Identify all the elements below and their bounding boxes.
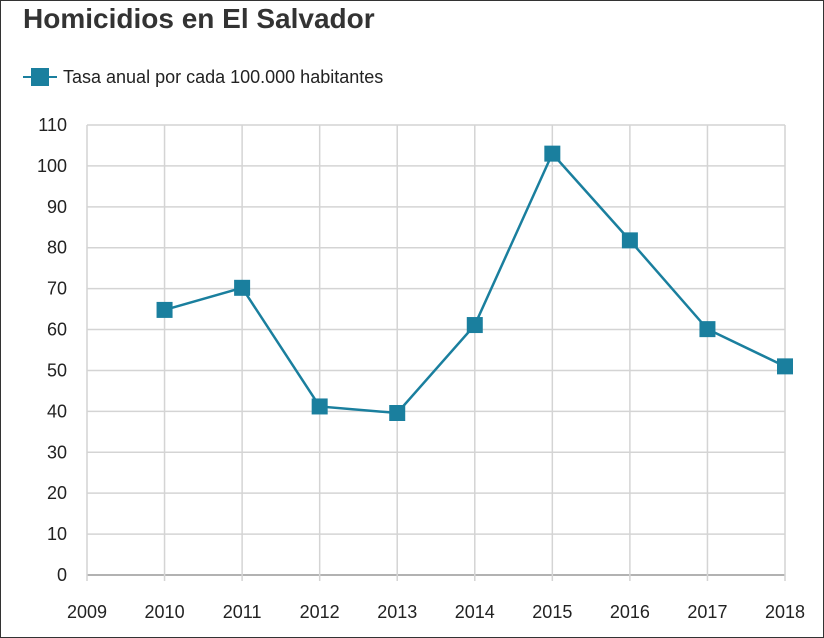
y-tick-label: 50 xyxy=(47,360,67,380)
data-point-marker[interactable] xyxy=(389,405,406,421)
data-point-marker[interactable] xyxy=(699,321,716,338)
y-tick-label: 0 xyxy=(57,565,67,585)
y-tick-label: 110 xyxy=(38,115,67,135)
legend: Tasa anual por cada 100.000 habitantes xyxy=(23,63,383,91)
x-axis-ticks: 2009 2010 2011 2012 2013 2014 2015 2016 2017 2018 xyxy=(67,602,805,622)
y-tick-label: 40 xyxy=(47,401,67,421)
legend-label: Tasa anual por cada 100.000 habitantes xyxy=(63,66,384,87)
data-point-marker[interactable] xyxy=(544,145,561,162)
data-point-marker[interactable] xyxy=(621,232,638,249)
x-tick-label: 2014 xyxy=(455,602,495,622)
data-point-marker[interactable] xyxy=(311,398,328,415)
x-tick-label: 2016 xyxy=(610,602,650,622)
y-tick-label: 20 xyxy=(47,483,67,503)
y-tick-label: 70 xyxy=(47,279,67,299)
x-tick-label: 2015 xyxy=(532,602,572,622)
y-tick-label: 90 xyxy=(47,197,67,217)
grid-lines xyxy=(86,124,786,581)
x-tick-label: 2018 xyxy=(765,602,805,622)
data-point-marker[interactable] xyxy=(156,301,173,318)
x-tick-label: 2011 xyxy=(223,602,262,622)
x-tick-label: 2017 xyxy=(687,602,727,622)
x-tick-label: 2013 xyxy=(377,602,417,622)
series-layer xyxy=(156,145,793,421)
legend-swatch-icon xyxy=(23,63,57,91)
y-tick-label: 30 xyxy=(47,442,67,462)
y-tick-label: 60 xyxy=(47,320,67,340)
y-axis-ticks: 0 10 20 30 40 50 60 70 80 90 100 110 xyxy=(37,115,67,585)
data-point-marker[interactable] xyxy=(234,279,251,296)
chart-title: Homicidios en El Salvador xyxy=(23,3,375,34)
x-tick-label: 2009 xyxy=(67,602,107,622)
y-tick-label: 100 xyxy=(37,156,67,176)
x-tick-label: 2010 xyxy=(145,602,185,622)
y-tick-label: 10 xyxy=(47,524,67,544)
data-point-marker[interactable] xyxy=(466,317,483,334)
y-tick-label: 80 xyxy=(47,238,67,258)
x-tick-label: 2012 xyxy=(300,602,340,622)
data-point-marker[interactable] xyxy=(777,358,793,375)
